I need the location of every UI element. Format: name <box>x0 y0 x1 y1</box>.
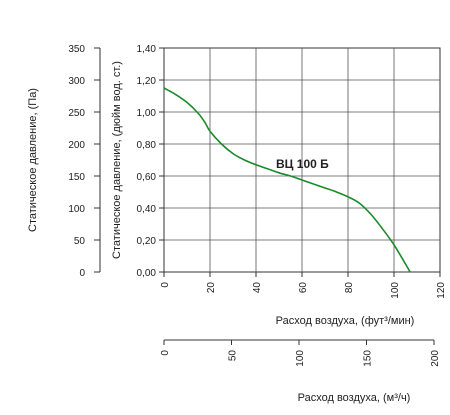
right-inwg-axis: 1,40 1,20 1,00 0,80 0,60 0,40 0,20 0,00 <box>137 44 164 279</box>
y-left-tick-label: 100 <box>68 204 85 215</box>
y-right-tick-label: 0,60 <box>137 172 157 183</box>
y-right-tick-label: 1,40 <box>137 44 157 55</box>
x-m3h-axis-label: Расход воздуха, (м³/ч) <box>298 392 411 404</box>
x-m3h-tick-label: 150 <box>363 350 374 367</box>
y-left-tick-label: 250 <box>68 108 85 119</box>
x-cfm-tick-label: 60 <box>298 282 309 294</box>
x-cfm-tick-label: 100 <box>390 282 401 299</box>
x-cfm-tick-label: 0 <box>160 282 171 288</box>
left-pa-axis: 350 300 250 200 150 100 50 0 <box>68 44 101 279</box>
y-left-axis-label: Статическое давление, (Па) <box>27 88 39 232</box>
x-cfm-tick-label: 80 <box>344 282 355 294</box>
series-label: ВЦ 100 Б <box>276 157 329 171</box>
y-left-tick-label: 200 <box>68 140 85 151</box>
series-line-vc100b <box>163 87 411 273</box>
y-right-tick-label: 1,20 <box>137 76 157 87</box>
y-right-tick-label: 0,00 <box>137 268 157 279</box>
x-m3h-tick-label: 200 <box>430 350 441 367</box>
y-right-tick-label: 0,80 <box>137 140 157 151</box>
y-right-tick-label: 1,00 <box>137 108 157 119</box>
y-left-tick-label: 150 <box>68 172 85 183</box>
x-m3h-tick-label: 0 <box>160 350 171 356</box>
cfm-axis: 0 20 40 60 80 100 120 <box>160 272 447 299</box>
y-left-tick-label: 300 <box>68 76 85 87</box>
x-cfm-tick-label: 120 <box>436 282 447 299</box>
y-right-tick-label: 0,20 <box>137 236 157 247</box>
y-left-tick-label: 350 <box>68 44 85 55</box>
x-cfm-axis-label: Расход воздуха, (фут³/мин) <box>276 315 415 327</box>
y-left-tick-label: 0 <box>79 268 85 279</box>
x-cfm-tick-label: 40 <box>252 282 263 294</box>
m3h-axis: 0 50 100 150 200 <box>160 339 441 367</box>
x-m3h-tick-label: 50 <box>228 350 239 362</box>
y-right-tick-label: 0,40 <box>137 204 157 215</box>
x-m3h-tick-label: 100 <box>295 350 306 367</box>
grid-lines <box>164 48 440 272</box>
x-cfm-tick-label: 20 <box>206 282 217 294</box>
y-left-tick-label: 50 <box>74 236 86 247</box>
y-right-axis-label: Статическое давление, (дюйм вод. ст.) <box>111 61 123 259</box>
